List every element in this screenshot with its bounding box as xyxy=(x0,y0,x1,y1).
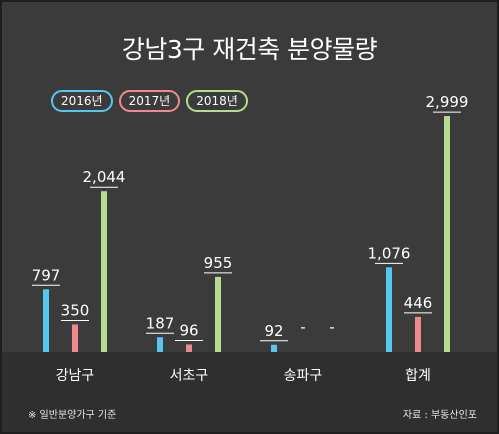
data-label: - xyxy=(300,318,305,336)
legend-item-2016: 2016년 xyxy=(51,90,113,112)
bar-송파구-2016년 xyxy=(271,344,277,352)
category-label: 서초구 xyxy=(170,368,209,384)
bar-강남구-2016년 xyxy=(43,289,49,352)
data-label: 96 xyxy=(179,321,198,339)
data-label: - xyxy=(329,318,334,336)
bar-합계-2017년 xyxy=(415,316,421,352)
bar-서초구-2017년 xyxy=(186,344,192,352)
category-label: 합계 xyxy=(405,368,431,384)
data-label: 92 xyxy=(264,322,283,340)
data-label: 187 xyxy=(146,314,175,332)
bar-강남구-2018년 xyxy=(101,191,107,352)
data-label: 446 xyxy=(404,294,433,312)
data-label: 955 xyxy=(204,254,233,272)
legend-item-2017: 2017년 xyxy=(118,90,181,112)
bar-합계-2016년 xyxy=(386,267,392,352)
data-label: 2,999 xyxy=(426,93,469,111)
bar-서초구-2016년 xyxy=(157,337,163,352)
bar-서초구-2018년 xyxy=(215,276,221,352)
data-label: 350 xyxy=(61,301,90,319)
category-label: 송파구 xyxy=(284,368,323,384)
legend-item-2018: 2018년 xyxy=(186,90,248,112)
bar-강남구-2017년 xyxy=(72,324,78,352)
category-band xyxy=(2,352,497,432)
data-label: 797 xyxy=(32,266,61,284)
bar-합계-2018년 xyxy=(444,116,450,352)
data-label: 1,076 xyxy=(368,244,411,262)
chart-title: 강남3구 재건축 분양물량 xyxy=(121,35,378,64)
data-label: 2,044 xyxy=(83,168,126,186)
legend: 2016년 2017년 2018년 xyxy=(51,90,248,112)
footnote: ※ 일반분양가구 기준 xyxy=(28,410,117,421)
source-credit: 자료 : 부동산인포 xyxy=(402,410,477,421)
category-label: 강남구 xyxy=(56,368,95,384)
